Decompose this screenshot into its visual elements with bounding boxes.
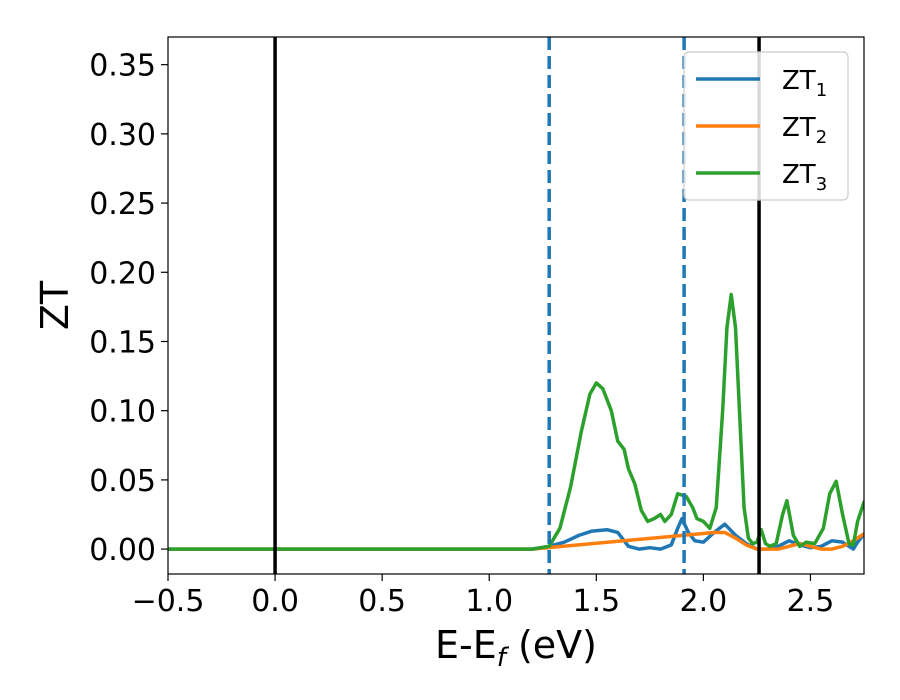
legend-label-zt1: ZT1 — [782, 66, 827, 101]
series-line-zt3 — [168, 292, 864, 551]
x-axis-label: E-Ef (eV) — [435, 623, 597, 673]
y-axis-label: ZT — [33, 280, 77, 330]
legend-label-zt2: ZT2 — [782, 113, 827, 148]
series-line-zt2 — [168, 530, 864, 551]
x-tick-label: 0.0 — [251, 584, 299, 619]
x-tick-label: 2.5 — [787, 584, 835, 619]
plot-frame — [167, 36, 865, 575]
y-tick-label: 0.25 — [89, 187, 156, 222]
y-tick-label: 0.20 — [89, 256, 156, 291]
y-tick-label: 0.35 — [89, 49, 156, 84]
y-tick-label: 0.00 — [89, 533, 156, 568]
y-tick-label: 0.10 — [89, 395, 156, 430]
legend-box — [683, 51, 849, 201]
y-tick-label: 0.30 — [89, 118, 156, 153]
x-tick-label: 2.0 — [680, 584, 728, 619]
x-tick-label: −0.5 — [132, 584, 205, 619]
x-tick-label: 0.5 — [358, 584, 406, 619]
y-tick-label: 0.05 — [89, 464, 156, 499]
y-tick-label: 0.15 — [89, 325, 156, 360]
x-tick-label: 1.0 — [465, 584, 513, 619]
x-tick-label: 1.5 — [572, 584, 620, 619]
legend-label-zt3: ZT3 — [782, 160, 827, 195]
series-group — [168, 292, 864, 551]
